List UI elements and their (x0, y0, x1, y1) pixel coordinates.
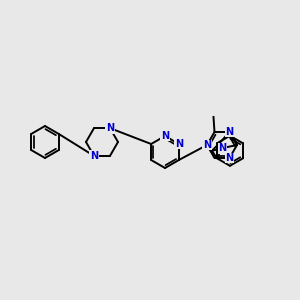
Text: N: N (225, 127, 234, 137)
Text: N: N (161, 131, 169, 141)
Text: N: N (106, 123, 114, 133)
Text: N: N (218, 143, 226, 153)
Text: N: N (175, 139, 183, 149)
Text: N: N (90, 151, 98, 161)
Text: N: N (203, 140, 211, 150)
Text: N: N (225, 153, 234, 163)
